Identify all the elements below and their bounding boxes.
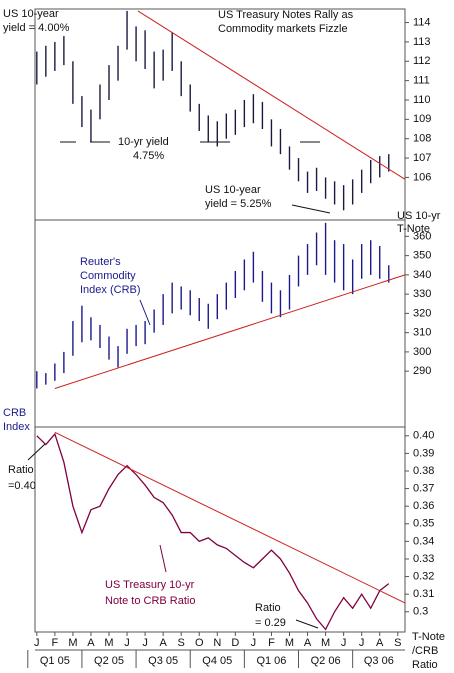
pointer	[27, 443, 46, 461]
x-tick-label: A	[304, 637, 312, 649]
axis-label: T-Note	[412, 631, 445, 643]
trend-line	[54, 274, 406, 389]
axis-label: Ratio	[412, 659, 438, 671]
pointer	[291, 204, 331, 214]
annotation: US 10-year	[3, 8, 59, 20]
quarter-label: Q1 05	[40, 655, 70, 667]
y-tick-label: 0.33	[413, 553, 434, 565]
trend-line	[54, 431, 406, 604]
trend-line	[137, 10, 406, 180]
annotation: Commodity	[80, 270, 136, 282]
axis-label: Index	[3, 421, 30, 433]
annotation: 4.75%	[133, 150, 164, 162]
y-tick-label: 0.39	[413, 447, 434, 459]
y-tick-label: 0.32	[413, 570, 434, 582]
x-tick-label: J	[251, 637, 257, 649]
pointer	[159, 544, 167, 573]
x-tick-label: S	[394, 637, 401, 649]
y-tick-label: 106	[413, 171, 431, 183]
x-tick-label: D	[231, 637, 239, 649]
y-tick-label: 340	[413, 269, 431, 281]
y-tick-label: 310	[413, 327, 431, 339]
plot-frame	[34, 8, 406, 633]
ratio-line	[36, 432, 390, 631]
annotation: Reuter's	[80, 256, 121, 268]
y-tick-label: 300	[413, 346, 431, 358]
y-tick-label: 330	[413, 288, 431, 300]
quarter-label: Q3 06	[364, 655, 394, 667]
axis-label: US 10-yr	[397, 210, 441, 222]
x-tick-label: A	[159, 637, 167, 649]
y-tick-label: 112	[413, 55, 431, 67]
x-tick-label: M	[321, 637, 330, 649]
x-tick-label: A	[376, 637, 384, 649]
x-tick-label: J	[142, 637, 148, 649]
y-tick-label: 107	[413, 152, 431, 164]
axis-label: T-Note	[397, 223, 430, 235]
y-tick-label: 108	[413, 133, 431, 145]
pointer	[139, 299, 151, 326]
y-tick-label: 0.40	[413, 430, 434, 442]
axis-label: /CRB	[412, 645, 438, 657]
y-tick-label: 0.3	[413, 606, 428, 618]
chart-title: Commodity markets Fizzle	[218, 23, 348, 35]
axis-label: CRB	[3, 407, 26, 419]
annotation: Index (CRB)	[80, 284, 141, 296]
y-tick-label: 0.35	[413, 518, 434, 530]
chart-title: US Treasury Notes Rally as	[218, 9, 354, 21]
annotation: US 10-year	[205, 184, 261, 196]
y-tick-label: 320	[413, 307, 431, 319]
annotation: = 0.29	[255, 617, 286, 629]
x-tick-label: F	[268, 637, 275, 649]
pointer	[295, 619, 319, 629]
x-tick-label: N	[213, 637, 221, 649]
annotation: Note to CRB Ratio	[105, 595, 195, 607]
y-tick-label: 0.38	[413, 465, 434, 477]
y-tick-label: 290	[413, 365, 431, 377]
x-tick-label: A	[87, 637, 95, 649]
y-tick-label: 360	[413, 230, 431, 242]
y-tick-label: 114	[413, 16, 431, 28]
annotation: US Treasury 10-yr	[105, 579, 195, 591]
quarter-label: Q2 06	[311, 655, 341, 667]
annotation: =0.40	[8, 480, 36, 492]
annotation: yield = 4.00%	[3, 22, 70, 34]
y-tick-label: 111	[413, 75, 430, 87]
y-tick-label: 0.36	[413, 500, 434, 512]
annotation: Ratio	[255, 602, 281, 614]
x-tick-label: O	[195, 637, 204, 649]
x-tick-label: S	[178, 637, 185, 649]
y-tick-label: 113	[413, 36, 431, 48]
x-tick-label: J	[34, 637, 40, 649]
x-tick-label: M	[68, 637, 77, 649]
x-tick-label: J	[341, 637, 347, 649]
y-tick-label: 350	[413, 250, 431, 262]
quarter-label: Q4 05	[202, 655, 232, 667]
quarter-label: Q1 06	[256, 655, 286, 667]
x-tick-label: J	[124, 637, 130, 649]
x-tick-label: M	[104, 637, 113, 649]
quarter-label: Q3 05	[148, 655, 178, 667]
annotation: Ratio	[8, 464, 34, 476]
annotation: 10-yr yield	[118, 136, 169, 148]
x-tick-label: M	[285, 637, 294, 649]
x-tick-label: J	[359, 637, 365, 649]
y-tick-label: 0.37	[413, 482, 434, 494]
y-tick-label: 110	[413, 94, 431, 106]
x-tick-label: F	[51, 637, 58, 649]
annotation: yield = 5.25%	[205, 198, 272, 210]
quarter-label: Q2 05	[94, 655, 124, 667]
y-tick-label: 109	[413, 113, 431, 125]
y-tick-label: 0.31	[413, 588, 434, 600]
y-tick-label: 0.34	[413, 535, 434, 547]
